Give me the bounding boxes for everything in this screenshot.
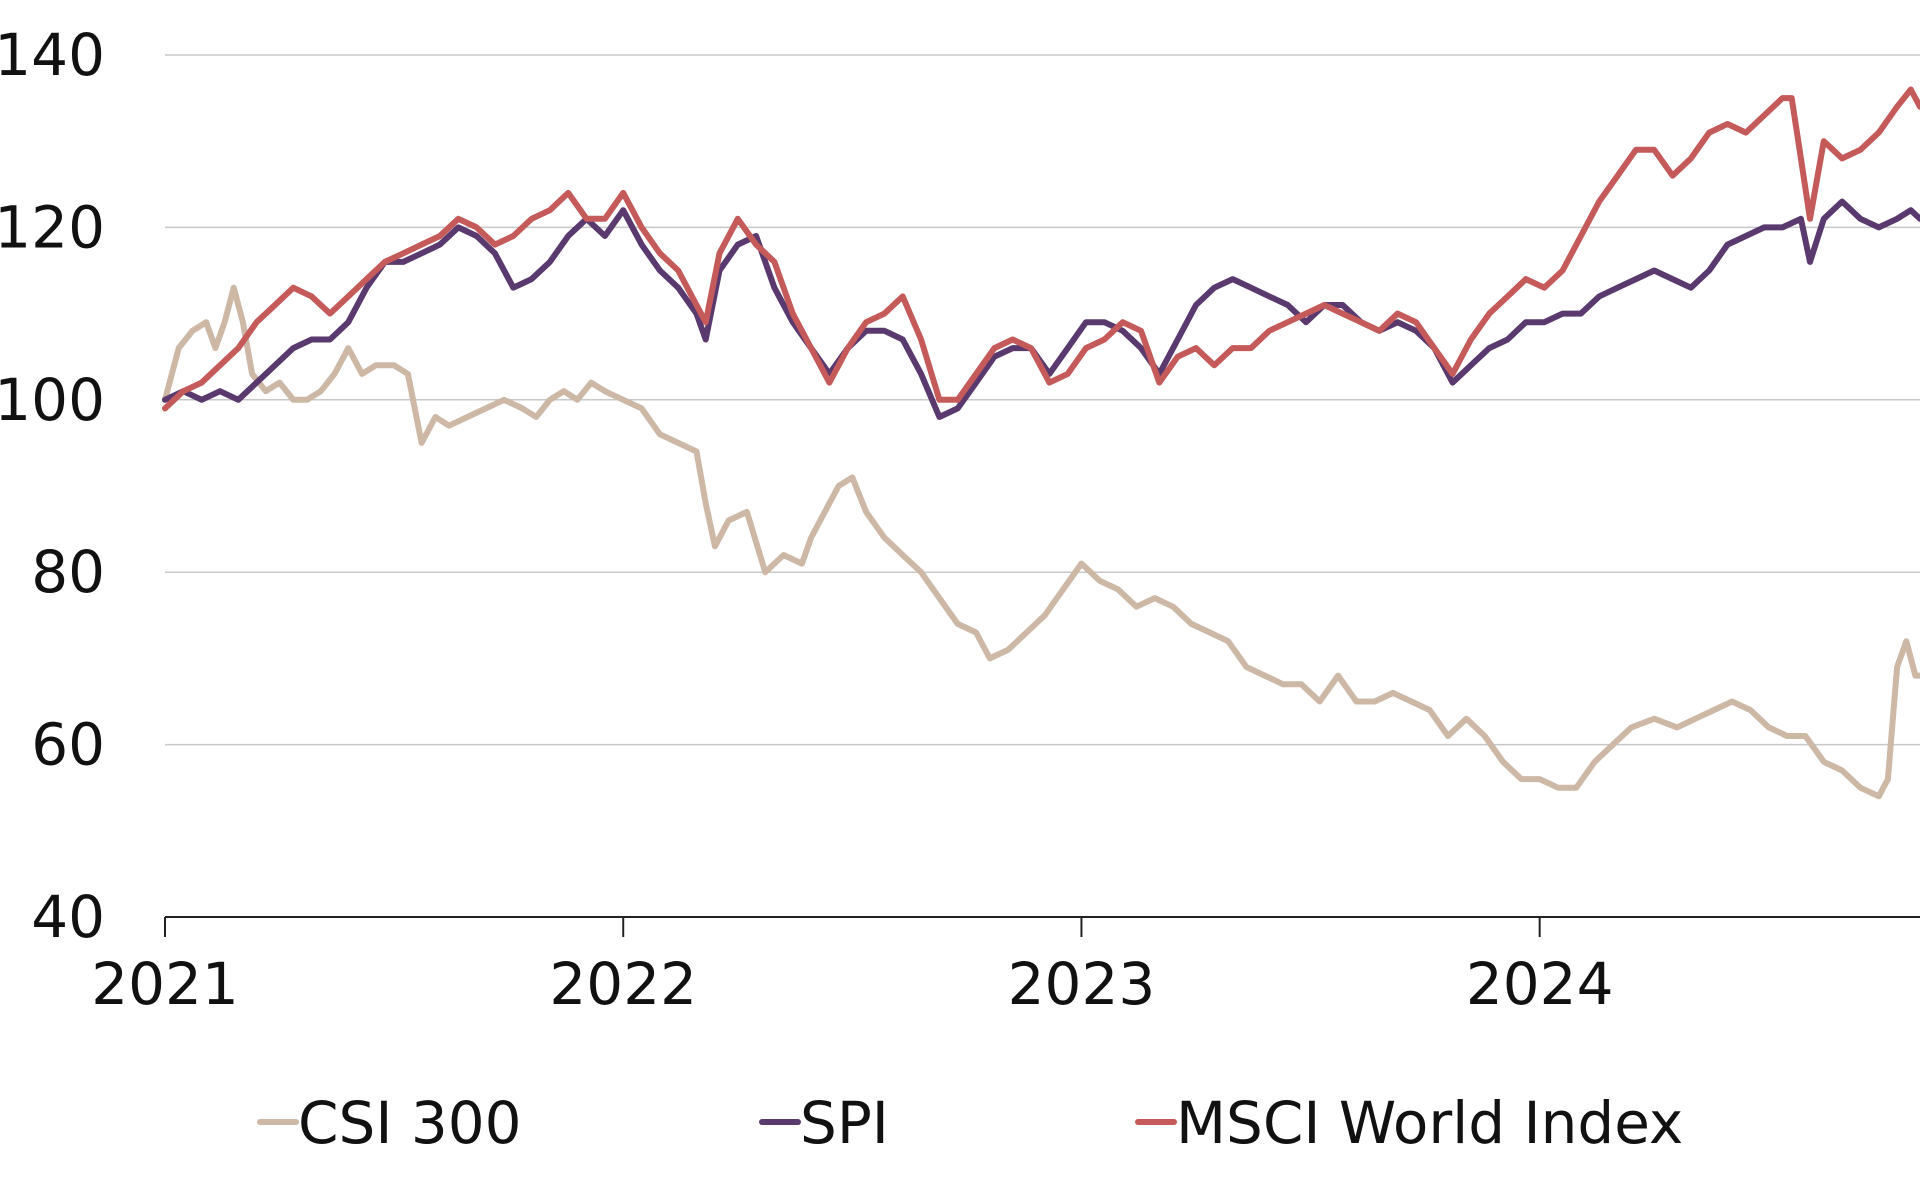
legend: CSI 300 SPI MSCI World Index — [257, 1089, 1683, 1157]
y-tick-label: 120 — [0, 193, 105, 261]
legend-label: SPI — [800, 1089, 889, 1157]
series-line-spi — [162, 198, 1920, 420]
legend-label: CSI 300 — [298, 1089, 522, 1157]
y-tick-label: 60 — [31, 711, 105, 779]
x-tick-label: 2023 — [1008, 950, 1156, 1018]
series-layer — [162, 86, 1920, 800]
legend-label: MSCI World Index — [1176, 1089, 1683, 1157]
x-tick-label: 2021 — [91, 950, 239, 1018]
axis-layer: 40 60 80 100 120 140 2021 2022 2023 2024 — [0, 21, 1920, 1018]
x-tick-label: 2024 — [1466, 950, 1614, 1018]
series-line-csi-300 — [162, 284, 1920, 800]
x-tick-label: 2022 — [549, 950, 697, 1018]
y-tick-label: 140 — [0, 21, 105, 89]
series-line-msci-world-index — [162, 86, 1920, 412]
y-tick-label: 100 — [0, 366, 105, 434]
y-tick-label: 80 — [31, 538, 105, 606]
y-tick-label: 40 — [31, 883, 105, 951]
